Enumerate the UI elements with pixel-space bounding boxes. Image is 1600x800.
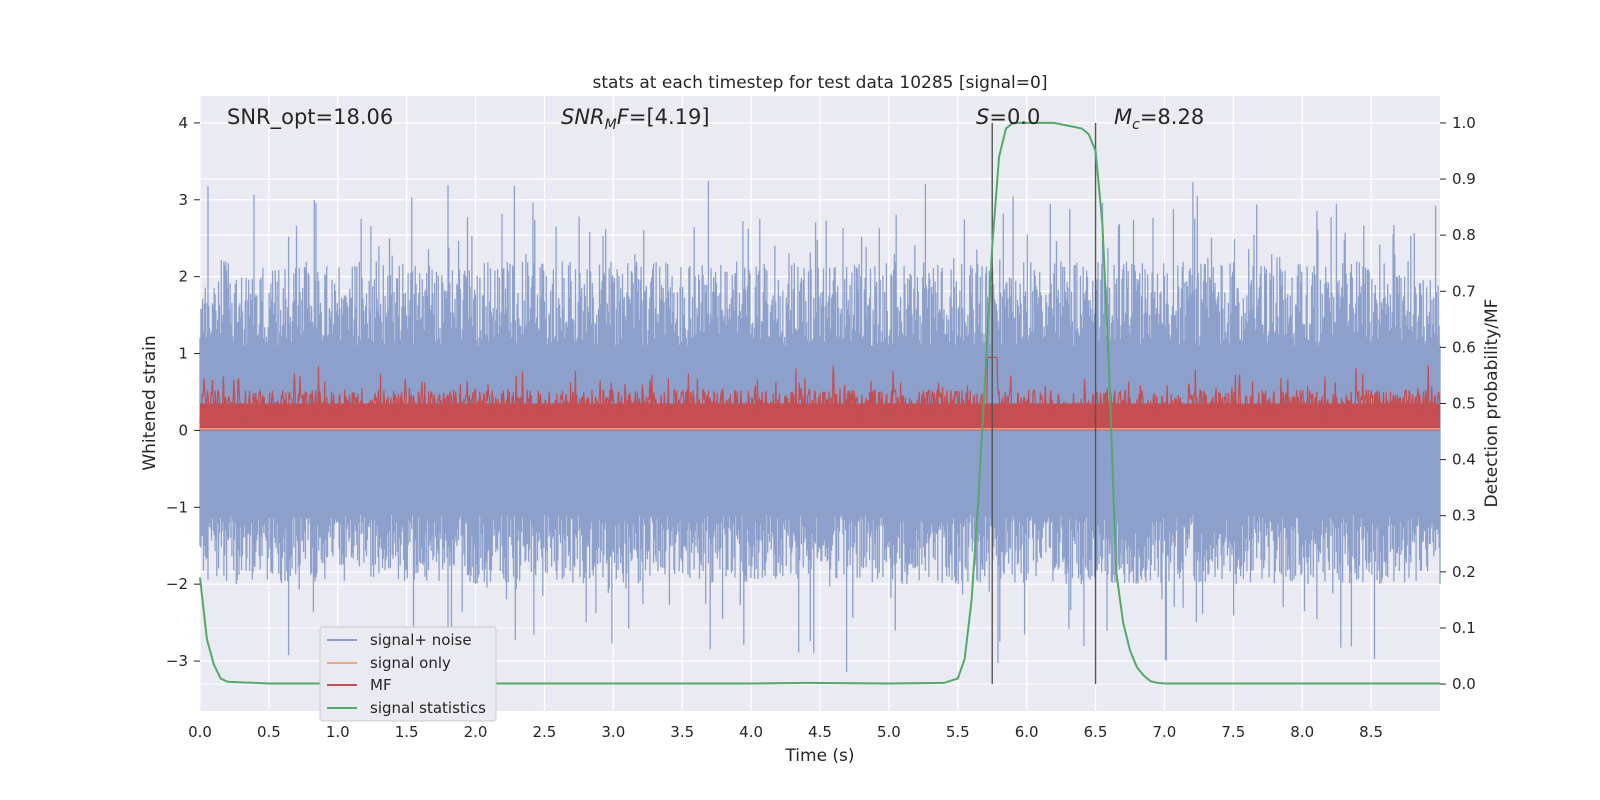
x-tick-label: 1.5	[395, 723, 419, 741]
y2-tick-label: 0.5	[1452, 395, 1476, 413]
y2-tick-label: 0.2	[1452, 563, 1476, 581]
x-tick-label: 0.5	[257, 723, 281, 741]
annotation-snr-mf: SNRMF=[4.19]	[561, 105, 710, 133]
mf-trace	[199, 356, 1441, 426]
x-tick-label: 2.0	[464, 723, 488, 741]
x-tick-label: 1.0	[326, 723, 350, 741]
y-tick-label: 4	[178, 114, 188, 132]
y-tick-label: −3	[166, 652, 188, 670]
y2-tick-label: 0.7	[1452, 282, 1476, 300]
y2-tick-label: 0.9	[1452, 170, 1476, 188]
x-tick-label: 4.0	[739, 723, 763, 741]
x-tick-label: 6.5	[1084, 723, 1108, 741]
y-tick-label: 0	[178, 421, 188, 439]
legend-label-mf: MF	[370, 676, 392, 694]
y-axis-label: Whitened strain	[140, 335, 160, 470]
vertical-markers	[991, 122, 1097, 685]
y-tick-label: −2	[166, 575, 188, 593]
y2-tick-label: 1.0	[1452, 114, 1476, 132]
x-tick-label: 2.5	[533, 723, 557, 741]
x-tick-label: 6.0	[1015, 723, 1039, 741]
y2-tick-label: 0.6	[1452, 338, 1476, 356]
legend: signal+ noise signal only MF signal stat…	[319, 626, 497, 722]
x-tick-label: 4.5	[808, 723, 832, 741]
y2-tick-label: 0.3	[1452, 507, 1476, 525]
x-tick-label: 5.0	[877, 723, 901, 741]
x-tick-label: 5.5	[946, 723, 970, 741]
annotation-snr-mf-value: [4.19]	[646, 105, 709, 129]
y-tick-label: 1	[178, 345, 188, 363]
y2-tick-label: 0.0	[1452, 675, 1476, 693]
annotation-s-value: =0.0	[989, 105, 1040, 129]
x-tick-label: 3.0	[601, 723, 625, 741]
annotation-mc-value: =8.28	[1140, 105, 1204, 129]
x-tick-label: 8.5	[1359, 723, 1383, 741]
y-tick-label: 2	[178, 268, 188, 286]
x-axis-label: Time (s)	[784, 746, 854, 766]
legend-label-signal-statistics: signal statistics	[370, 699, 486, 717]
signal-statistics-trace	[199, 121, 1440, 685]
y2-tick-label: 0.8	[1452, 226, 1476, 244]
tick-labels: 0.0 0.5 1.0 1.5 2.0 2.5 3.0 3.5 4.0 4.5 5.0 5.5 6.0 6…	[166, 114, 1476, 741]
legend-label-signal-noise: signal+ noise	[370, 631, 472, 649]
y2-tick-label: 0.4	[1452, 451, 1476, 469]
legend-label-signal-only: signal only	[370, 654, 451, 672]
x-tick-label: 0.0	[188, 723, 212, 741]
x-tick-label: 3.5	[670, 723, 694, 741]
chart-title: stats at each timestep for test data 102…	[593, 73, 1048, 93]
y-tick-label: −1	[166, 498, 188, 516]
legend-box	[319, 626, 497, 722]
annotation-s: S=0.0	[976, 105, 1040, 129]
annotation-snr-opt: SNR_opt=18.06	[227, 105, 393, 130]
annotation-mc: Mc=8.28	[1114, 105, 1204, 133]
y2-axis-label: Detection probability/MF	[1482, 299, 1502, 508]
series-mf	[199, 356, 1441, 431]
y-tick-label: 3	[178, 191, 188, 209]
series-signal-statistics	[199, 121, 1440, 685]
x-tick-label: 7.5	[1221, 723, 1245, 741]
x-tick-label: 8.0	[1290, 723, 1314, 741]
x-tick-label: 7.0	[1153, 723, 1177, 741]
y2-tick-label: 0.1	[1452, 619, 1476, 637]
